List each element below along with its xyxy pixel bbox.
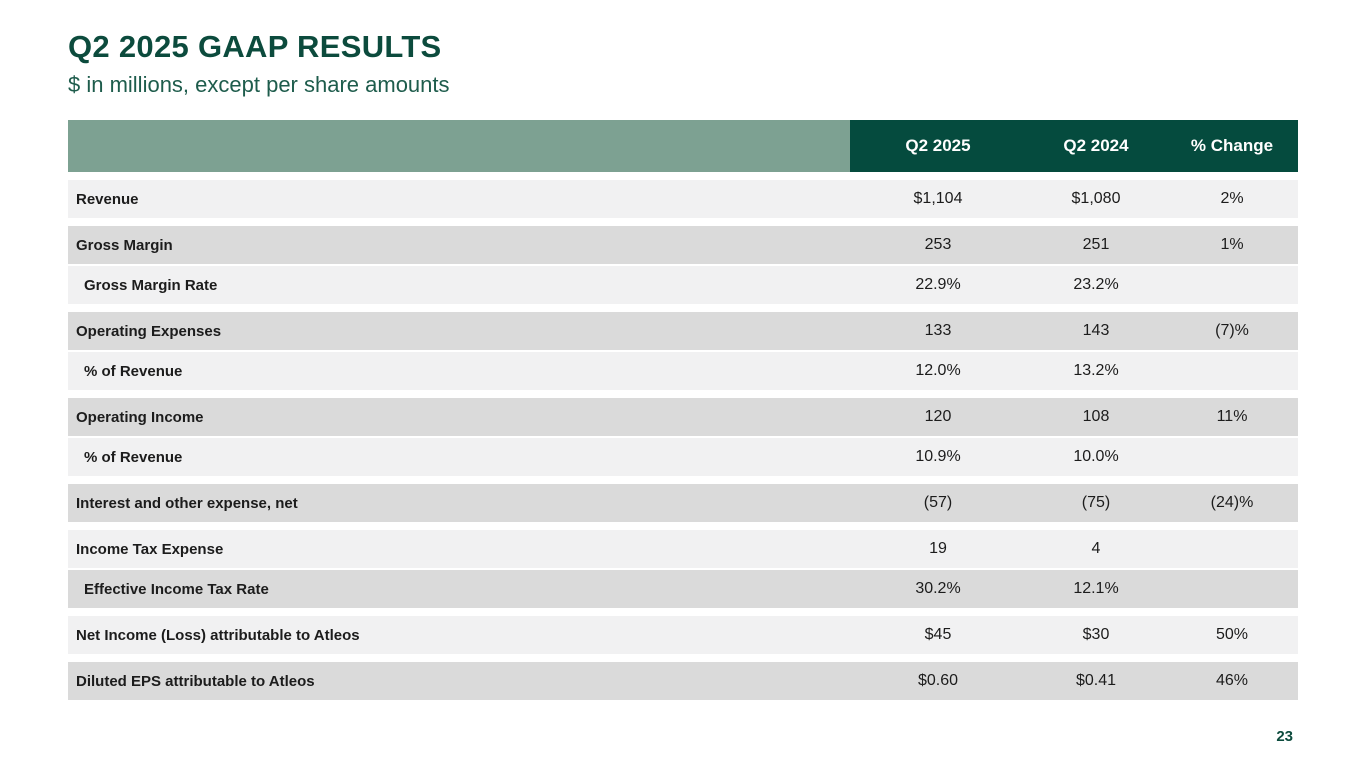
row-label: Interest and other expense, net <box>76 494 298 512</box>
cell-q2-2024: 4 <box>1091 540 1101 557</box>
table-header: Q2 2025 Q2 2024 % Change <box>68 120 1298 172</box>
row-label: Net Income (Loss) attributable to Atleos <box>76 626 360 644</box>
cell-q2-2025: 253 <box>924 236 952 253</box>
cell-q2-2025: 12.0% <box>915 362 961 379</box>
table-row: Interest and other expense, net (57) (75… <box>68 484 1298 522</box>
cell-q2-2024: 13.2% <box>1073 362 1119 379</box>
row-label: Gross Margin <box>76 236 173 254</box>
table-row: Income Tax Expense 19 4 <box>68 530 1298 568</box>
cell-q2-2024: $30 <box>1082 626 1110 643</box>
page-subtitle: $ in millions, except per share amounts <box>68 72 450 97</box>
cell-pct-change: 11% <box>1216 408 1248 425</box>
row-group: Operating Income 120 108 11% % of Revenu… <box>68 398 1298 476</box>
cell-q2-2024: 108 <box>1082 408 1110 425</box>
table-row: Operating Income 120 108 11% <box>68 398 1298 436</box>
cell-q2-2024: 143 <box>1082 322 1110 339</box>
cell-q2-2024: 10.0% <box>1073 448 1119 465</box>
cell-q2-2024: (75) <box>1081 494 1111 511</box>
row-label: % of Revenue <box>84 448 183 466</box>
page-number: 23 <box>1276 728 1293 745</box>
cell-pct-change: (24)% <box>1210 494 1254 511</box>
table-row: Net Income (Loss) attributable to Atleos… <box>68 616 1298 654</box>
cell-q2-2025: 120 <box>924 408 952 425</box>
title-block: Q2 2025 GAAP RESULTS $ in millions, exce… <box>68 28 450 100</box>
row-label: Operating Expenses <box>76 322 222 340</box>
cell-q2-2025: $1,104 <box>913 190 963 207</box>
cell-q2-2024: 23.2% <box>1073 276 1119 293</box>
cell-pct-change: (7)% <box>1215 322 1249 339</box>
cell-q2-2024: 251 <box>1082 236 1110 253</box>
results-table: Q2 2025 Q2 2024 % Change Revenue $1,104 … <box>68 120 1298 700</box>
row-label: Operating Income <box>76 408 204 426</box>
column-header-q2-2024: Q2 2024 <box>1026 120 1166 172</box>
cell-pct-change: 1% <box>1220 236 1244 253</box>
row-group: Diluted EPS attributable to Atleos $0.60… <box>68 662 1298 700</box>
row-label: Diluted EPS attributable to Atleos <box>76 672 315 690</box>
page-title: Q2 2025 GAAP RESULTS <box>68 29 442 64</box>
row-group: Income Tax Expense 19 4 Effective Income… <box>68 530 1298 608</box>
row-group: Gross Margin 253 251 1% Gross Margin Rat… <box>68 226 1298 304</box>
cell-q2-2024: $0.41 <box>1075 672 1117 689</box>
cell-q2-2025: $45 <box>924 626 952 643</box>
row-label: Gross Margin Rate <box>84 276 218 294</box>
row-group: Revenue $1,104 $1,080 2% <box>68 180 1298 218</box>
column-header-q2-2025: Q2 2025 <box>850 120 1026 172</box>
row-label: Revenue <box>76 190 139 208</box>
table-row: Gross Margin Rate 22.9% 23.2% <box>68 266 1298 304</box>
row-group: Net Income (Loss) attributable to Atleos… <box>68 616 1298 654</box>
cell-q2-2025: 30.2% <box>915 580 961 597</box>
table-row: Operating Expenses 133 143 (7)% <box>68 312 1298 350</box>
row-group: Interest and other expense, net (57) (75… <box>68 484 1298 522</box>
row-label: Income Tax Expense <box>76 540 224 558</box>
cell-q2-2025: (57) <box>923 494 953 511</box>
cell-pct-change: 50% <box>1215 626 1249 643</box>
cell-q2-2025: 22.9% <box>915 276 961 293</box>
table-row: Effective Income Tax Rate 30.2% 12.1% <box>68 570 1298 608</box>
cell-q2-2024: 12.1% <box>1073 580 1119 597</box>
table-row: Diluted EPS attributable to Atleos $0.60… <box>68 662 1298 700</box>
table-row: % of Revenue 12.0% 13.2% <box>68 352 1298 390</box>
cell-q2-2024: $1,080 <box>1071 190 1121 207</box>
cell-q2-2025: 133 <box>924 322 952 339</box>
table-row: % of Revenue 10.9% 10.0% <box>68 438 1298 476</box>
cell-q2-2025: 19 <box>929 540 947 557</box>
row-label: % of Revenue <box>84 362 183 380</box>
header-spacer <box>68 120 850 172</box>
row-group: Operating Expenses 133 143 (7)% % of Rev… <box>68 312 1298 390</box>
cell-pct-change: 2% <box>1220 190 1244 207</box>
cell-pct-change: 46% <box>1215 672 1249 689</box>
cell-q2-2025: $0.60 <box>917 672 959 689</box>
cell-q2-2025: 10.9% <box>915 448 961 465</box>
row-label: Effective Income Tax Rate <box>84 580 269 598</box>
table-row: Gross Margin 253 251 1% <box>68 226 1298 264</box>
column-header-pct-change: % Change <box>1166 120 1298 172</box>
table-row: Revenue $1,104 $1,080 2% <box>68 180 1298 218</box>
